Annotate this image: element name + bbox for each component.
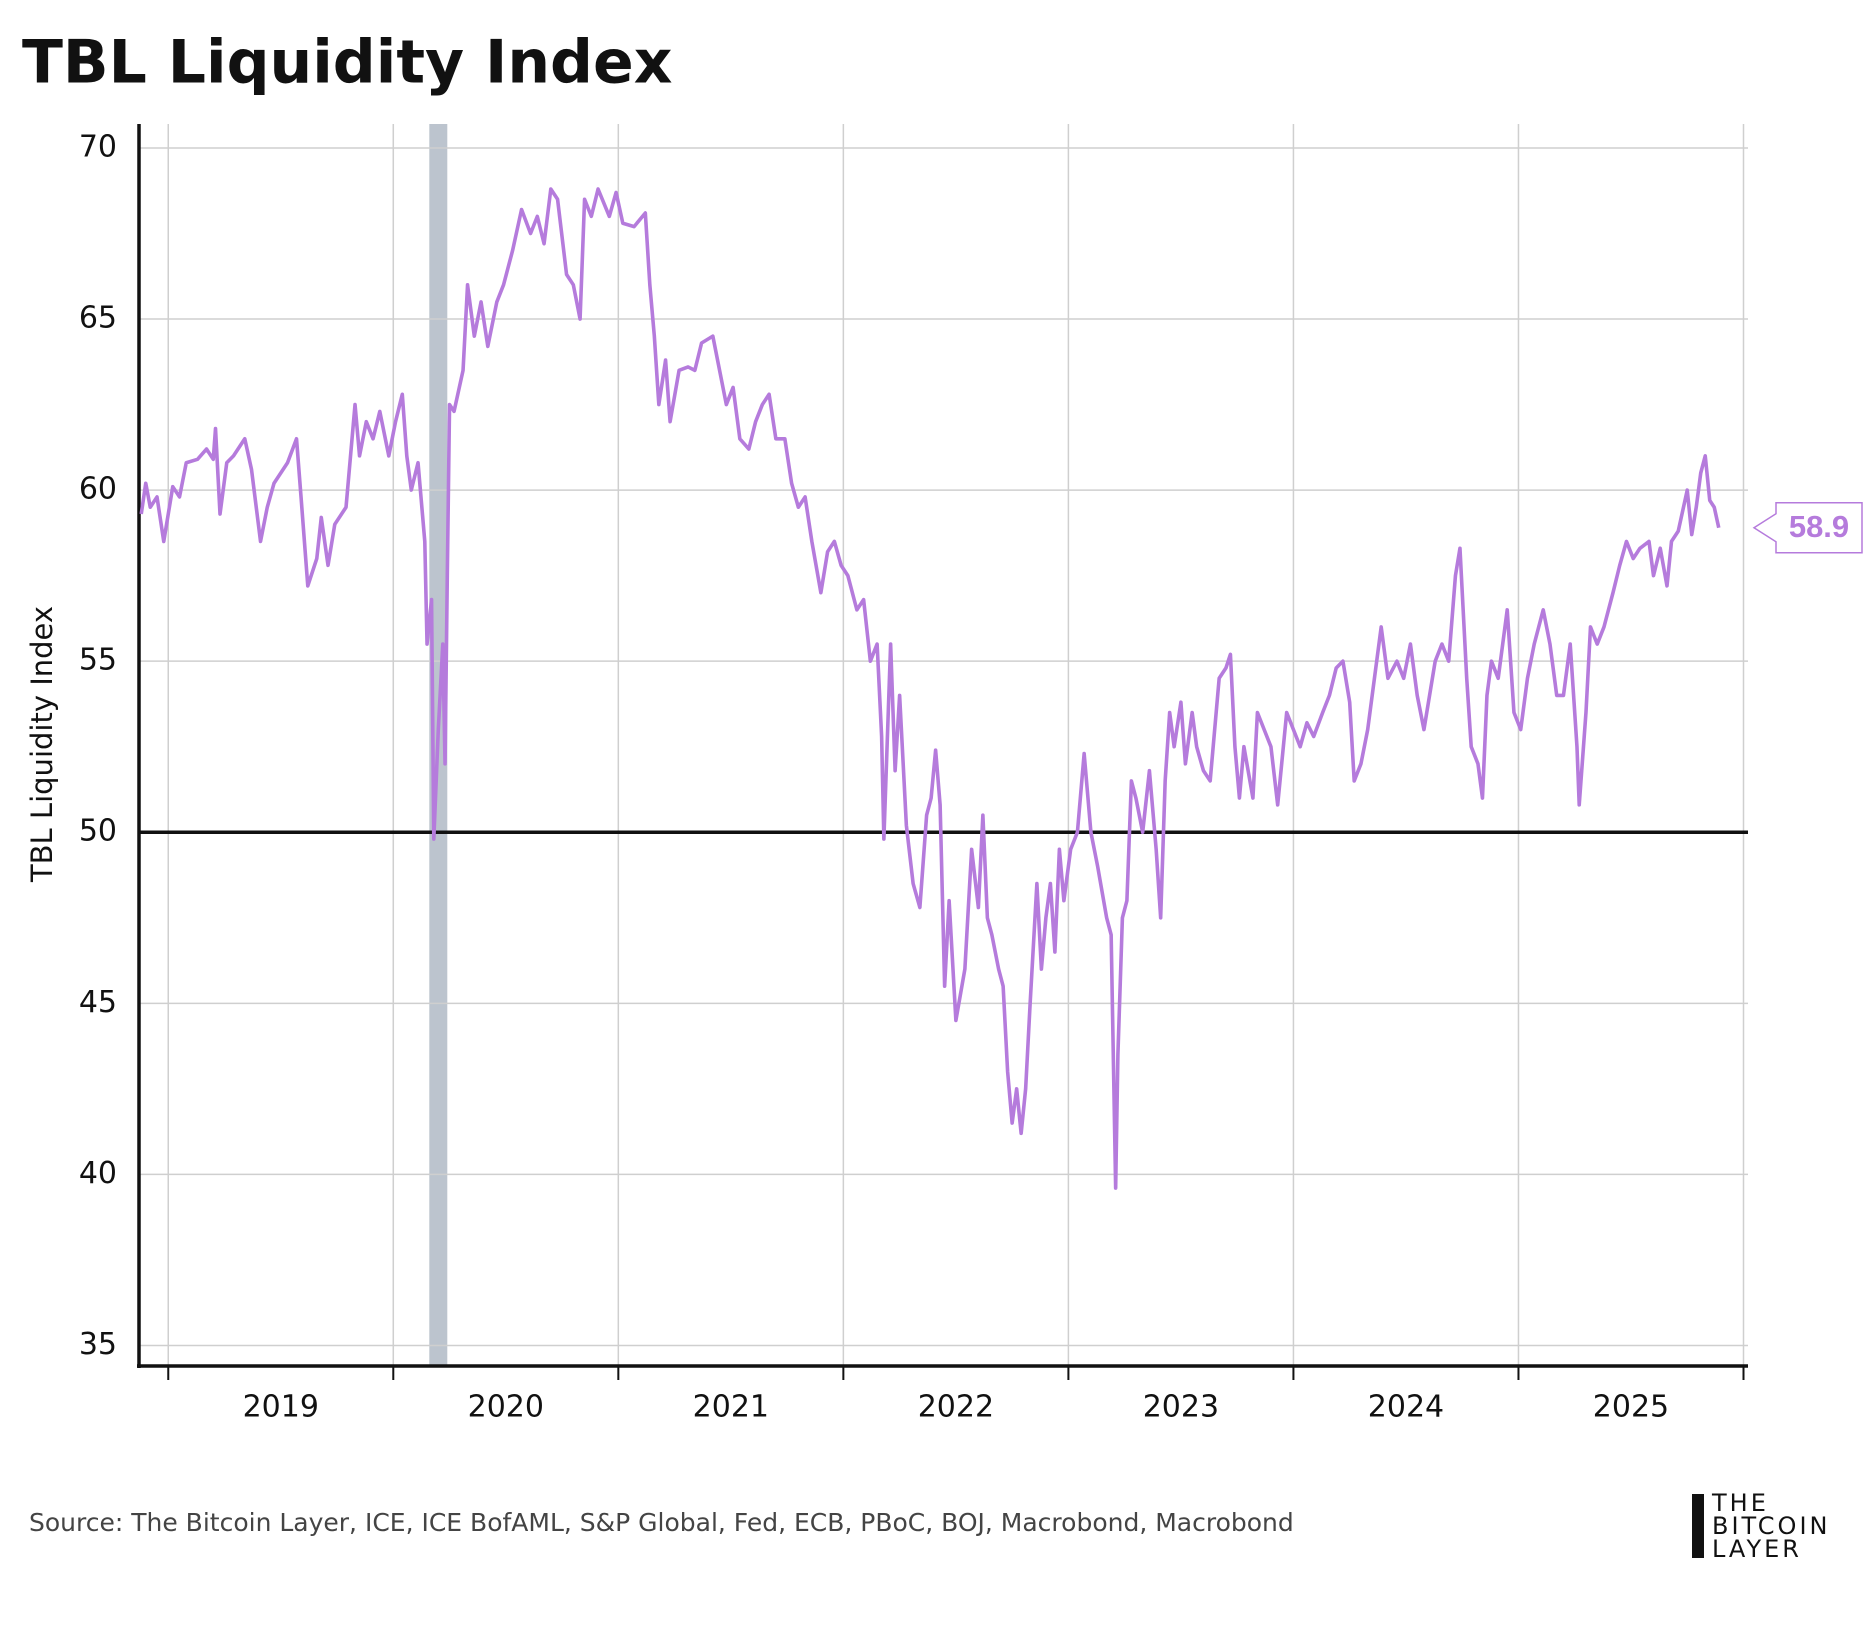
y-tick-label: 65	[79, 301, 117, 336]
data-line	[139, 187, 1721, 1190]
x-tick-label: 2021	[693, 1390, 769, 1425]
brand-text: LAYER	[1712, 1535, 1802, 1563]
y-tick-label: 50	[79, 814, 117, 849]
chart-title: TBL Liquidity Index	[22, 28, 672, 98]
y-tick-label: 40	[79, 1156, 117, 1191]
brand-text: THE	[1711, 1489, 1769, 1517]
y-tick-label: 70	[79, 129, 117, 164]
x-tick-label: 2020	[468, 1390, 544, 1425]
last-value-label: 58.9	[1789, 509, 1849, 544]
y-tick-label: 55	[79, 643, 117, 678]
brand-text: BITCOIN	[1712, 1512, 1830, 1540]
y-axis-label: TBL Liquidity Index	[25, 606, 59, 883]
y-tick-label: 60	[79, 472, 117, 507]
x-tick-label: 2022	[918, 1390, 994, 1425]
brand-bar	[1692, 1494, 1704, 1558]
value-callout	[1752, 501, 1863, 554]
x-tick-label: 2024	[1368, 1390, 1444, 1425]
x-tick-label: 2019	[243, 1390, 319, 1425]
source-note: Source: The Bitcoin Layer, ICE, ICE BofA…	[29, 1508, 1294, 1537]
x-tick-label: 2025	[1593, 1390, 1669, 1425]
y-tick-label: 45	[79, 985, 117, 1020]
x-tick-label: 2023	[1143, 1390, 1219, 1425]
y-tick-label: 35	[79, 1327, 117, 1362]
